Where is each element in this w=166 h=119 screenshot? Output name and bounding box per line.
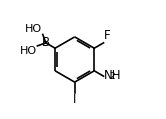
Text: 2: 2 xyxy=(110,72,115,82)
Text: B: B xyxy=(42,36,50,49)
Text: HO: HO xyxy=(20,46,37,56)
Text: F: F xyxy=(104,30,111,42)
Text: I: I xyxy=(73,93,76,106)
Text: HO: HO xyxy=(25,24,42,34)
Text: NH: NH xyxy=(104,69,121,82)
